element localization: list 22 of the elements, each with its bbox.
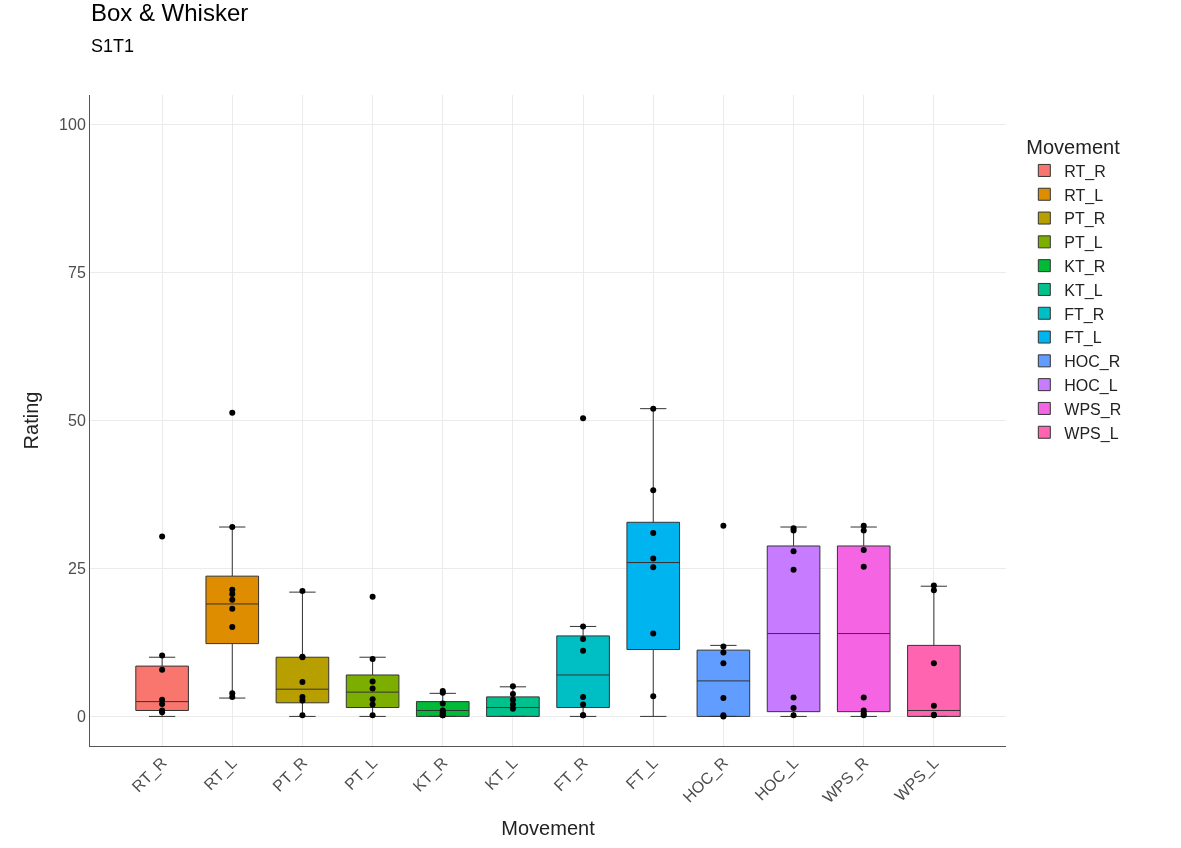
legend-label: KT_R [1064, 257, 1106, 276]
legend-label: WPS_L [1064, 424, 1119, 443]
y-axis-title: Rating [19, 391, 42, 450]
y-tick-label: 50 [68, 412, 86, 430]
chart-title: Box & Whisker [90, 0, 249, 27]
legend-label: KT_L [1064, 281, 1103, 300]
y-tick-label: 75 [68, 264, 86, 282]
legend-label: HOC_R [1064, 353, 1121, 372]
legend-label: WPS_R [1064, 400, 1122, 419]
y-tick-label: 25 [68, 560, 86, 578]
legend-label: RT_R [1064, 162, 1106, 181]
legend-title: Movement [501, 817, 596, 840]
y-tick-label: 100 [59, 116, 86, 134]
legend-label: RT_L [1064, 186, 1104, 205]
legend-label: PT_L [1064, 234, 1103, 253]
legend-label: FT_R [1064, 305, 1105, 324]
y-tick-label: 0 [76, 708, 86, 726]
legend-label: PT_R [1064, 210, 1106, 229]
chart-subtitle: S1T1 [90, 36, 134, 57]
legend-label: FT_L [1064, 329, 1102, 348]
x-axis-title: Movement [1026, 135, 1121, 158]
legend-label: HOC_L [1064, 376, 1118, 395]
